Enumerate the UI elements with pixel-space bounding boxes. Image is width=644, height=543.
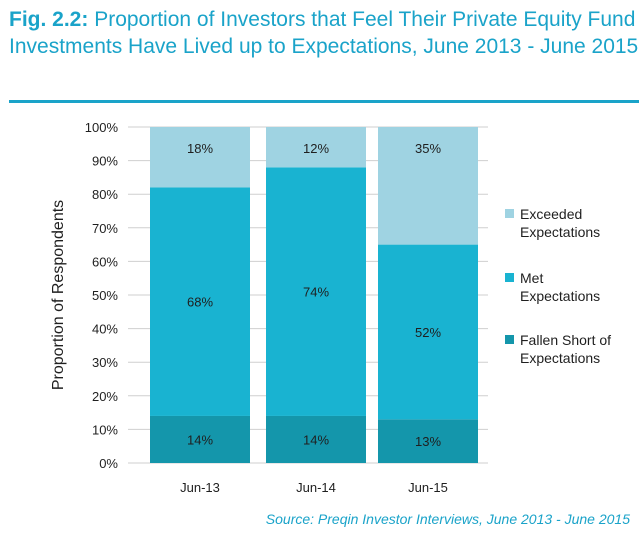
bar-segment (266, 415, 366, 463)
stacked-bar-chart: 0% 10% 20% 30% 40% 50% 60% 70% 80% 90% 100% 14% 68% 1… (50, 120, 611, 495)
legend-label: Exceeded (520, 206, 582, 222)
y-tick-label: 20% (92, 389, 118, 404)
bar-segment (378, 244, 478, 420)
legend-label: Expectations (520, 224, 600, 240)
y-tick-label: 60% (92, 254, 118, 269)
y-tick-label: 0% (99, 456, 118, 471)
data-label: 14% (187, 432, 213, 447)
source-note: Source: Preqin Investor Interviews, June… (265, 511, 630, 527)
bar-segment (378, 419, 478, 463)
bar-segment (266, 167, 366, 416)
legend-label: Fallen Short of (520, 332, 611, 348)
bar-segment (378, 127, 478, 245)
y-tick-label: 100% (85, 120, 119, 135)
legend-label: Expectations (520, 288, 600, 304)
bar-segment (266, 127, 366, 168)
y-tick-label: 50% (92, 288, 118, 303)
legend-label: Expectations (520, 350, 600, 366)
legend-swatch (505, 273, 514, 282)
bar-segment (150, 187, 250, 416)
data-label: 13% (415, 434, 441, 449)
y-tick-label: 80% (92, 187, 118, 202)
figure-label: Fig. 2.2: (9, 8, 89, 31)
y-axis-title: Proportion of Respondents (50, 200, 67, 390)
y-tick-label: 90% (92, 154, 118, 169)
y-tick-label: 30% (92, 355, 118, 370)
data-label: 14% (303, 432, 329, 447)
data-label: 74% (303, 285, 329, 300)
legend-swatch (505, 335, 514, 344)
chart-title: Fig. 2.2: Proportion of Investors that F… (9, 6, 639, 60)
data-label: 35% (415, 141, 441, 156)
data-label: 68% (187, 295, 213, 310)
x-tick-label: Jun-14 (296, 480, 336, 495)
title-text: Proportion of Investors that Feel Their … (9, 8, 639, 58)
data-label: 18% (187, 141, 213, 156)
y-tick-label: 40% (92, 322, 118, 337)
title-divider (9, 100, 639, 103)
data-label: 12% (303, 141, 329, 156)
x-tick-label: Jun-13 (180, 480, 220, 495)
x-tick-label: Jun-15 (408, 480, 448, 495)
y-tick-label: 10% (92, 422, 118, 437)
y-tick-label: 70% (92, 221, 118, 236)
bar-segment (150, 127, 250, 188)
bar-segment (150, 415, 250, 463)
legend-swatch (505, 209, 514, 218)
data-label: 52% (415, 325, 441, 340)
legend-label: Met (520, 270, 543, 286)
